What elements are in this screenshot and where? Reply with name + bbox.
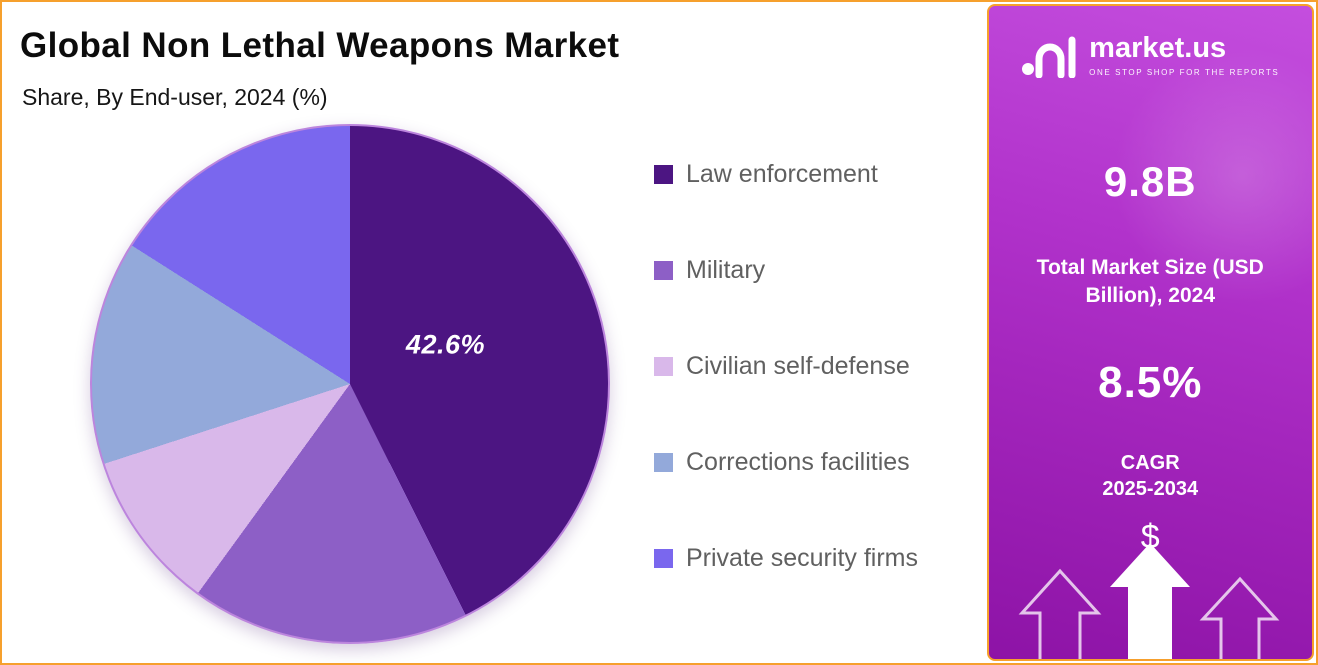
- legend-label: Civilian self-defense: [686, 352, 910, 380]
- sidebar-glow-decoration: [1112, 46, 1313, 306]
- legend-item: Civilian self-defense: [654, 352, 918, 381]
- sidebar: market.us ONE STOP SHOP FOR THE REPORTS …: [986, 4, 1314, 661]
- legend-label: Corrections facilities: [686, 448, 910, 476]
- market-size-value: 9.8B: [1103, 158, 1197, 205]
- legend-item: Private security firms: [654, 544, 918, 573]
- cagr-value: 8.5%: [1098, 358, 1203, 407]
- legend-swatch: [654, 261, 673, 280]
- chart-panel: Global Non Lethal Weapons Market Share, …: [2, 2, 987, 663]
- cagr-period-label: 2025-2034: [1102, 478, 1199, 500]
- brand-tagline: ONE STOP SHOP FOR THE REPORTS: [1089, 67, 1280, 77]
- page-title: Global Non Lethal Weapons Market: [20, 26, 620, 65]
- legend-label: Military: [686, 256, 766, 284]
- legend-label: Private security firms: [686, 544, 918, 572]
- pie-chart: 42.6%: [90, 124, 610, 644]
- market-size-label: Total Market Size (USD Billion), 2024: [1036, 256, 1264, 308]
- dollar-icon: $: [1140, 518, 1160, 556]
- cagr-label: CAGR: [1120, 452, 1180, 474]
- market-us-logo-icon: [1022, 36, 1076, 78]
- legend-label: Law enforcement: [686, 160, 878, 188]
- legend-swatch: [654, 549, 673, 568]
- brand-text: market.us ONE STOP SHOP FOR THE REPORTS: [1089, 31, 1280, 77]
- legend-swatch: [654, 453, 673, 472]
- pie-data-label: 42.6%: [405, 329, 485, 360]
- growth-arrows-icon: [1018, 543, 1280, 659]
- legend-swatch: [654, 357, 673, 376]
- brand-logo: market.us ONE STOP SHOP FOR THE REPORTS: [989, 32, 1313, 78]
- brand-name: market.us: [1089, 31, 1227, 64]
- legend-item: Law enforcement: [654, 160, 918, 189]
- chart-subtitle: Share, By End-user, 2024 (%): [22, 84, 328, 110]
- legend-item: Corrections facilities: [654, 448, 918, 477]
- legend-swatch: [654, 165, 673, 184]
- chart-legend: Law enforcement Military Civilian self-def…: [654, 160, 918, 573]
- legend-item: Military: [654, 256, 918, 285]
